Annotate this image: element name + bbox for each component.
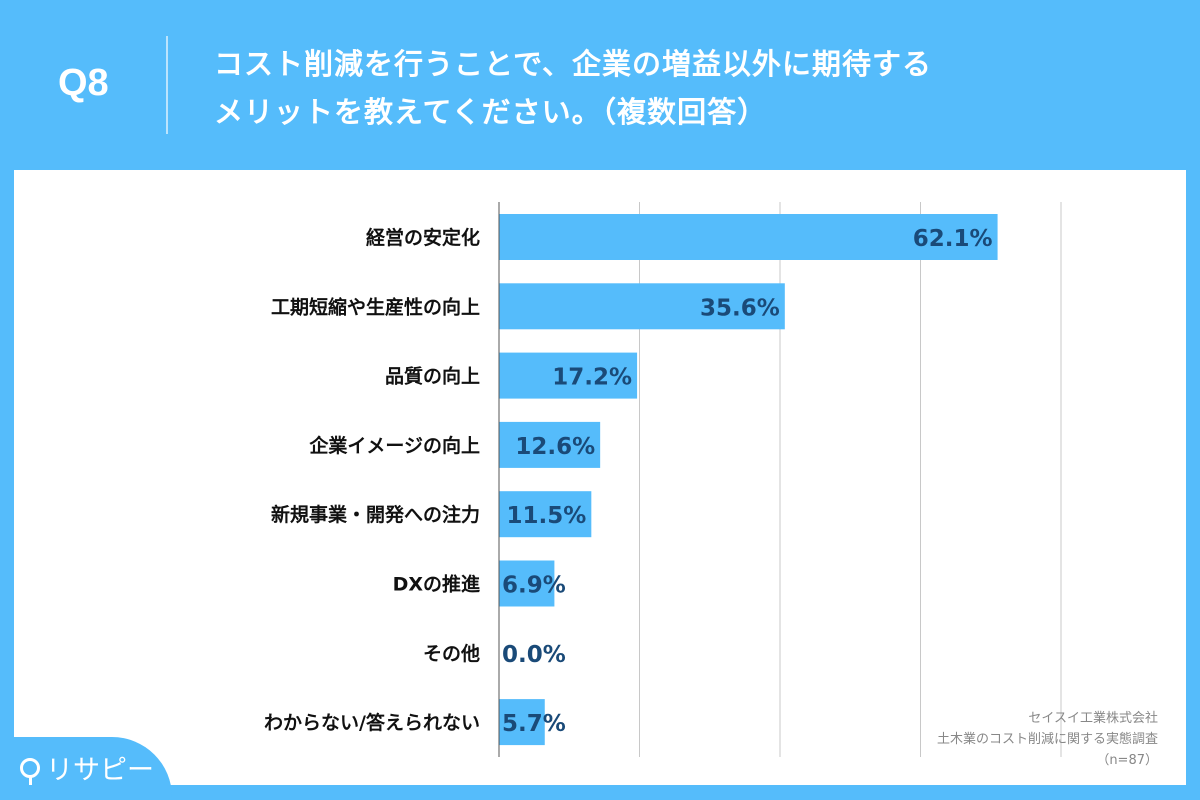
question-title: コスト削減を行うことで、企業の増益以外に期待する メリットを教えてください。（複… bbox=[214, 40, 932, 136]
risapy-logo: リサピー bbox=[20, 748, 154, 787]
bar bbox=[499, 699, 545, 746]
category-label: わからない/答えられない bbox=[264, 711, 480, 734]
title-line-1: コスト削減を行うことで、企業の増益以外に期待する bbox=[214, 47, 932, 81]
value-label: 11.5% bbox=[507, 503, 587, 529]
bar bbox=[499, 560, 555, 607]
source-survey: 土木業のコスト削減に関する実態調査 bbox=[936, 732, 1158, 747]
value-label: 6.9% bbox=[502, 573, 566, 599]
pin-icon bbox=[20, 757, 40, 785]
value-label: 12.6% bbox=[515, 434, 595, 460]
logo-text: リサピー bbox=[46, 755, 154, 786]
value-label: 62.1% bbox=[913, 226, 993, 252]
title-line-2: メリットを教えてください。（複数回答） bbox=[214, 95, 768, 129]
bar bbox=[499, 214, 998, 260]
question-number: Q8 bbox=[58, 62, 109, 104]
category-label: 経営の安定化 bbox=[366, 226, 480, 249]
value-label: 0.0% bbox=[502, 642, 566, 668]
sample-size: （n=87） bbox=[1096, 753, 1158, 768]
category-label: 品質の向上 bbox=[385, 365, 480, 388]
source-company: セイスイ工業株式会社 bbox=[1028, 711, 1158, 726]
category-label: その他 bbox=[423, 642, 480, 665]
bar bbox=[499, 491, 592, 538]
chart-panel bbox=[14, 170, 1186, 785]
category-label: DXの推進 bbox=[393, 573, 480, 596]
category-label: 新規事業・開発への注力 bbox=[271, 503, 480, 526]
value-label: 5.7% bbox=[502, 711, 566, 737]
source-note: セイスイ工業株式会社 土木業のコスト削減に関する実態調査 （n=87） bbox=[937, 708, 1158, 771]
bar bbox=[499, 352, 638, 399]
bar bbox=[499, 283, 785, 330]
category-label: 企業イメージの向上 bbox=[308, 434, 480, 457]
category-label: 工期短縮や生産性の向上 bbox=[271, 295, 480, 318]
value-label: 17.2% bbox=[552, 365, 632, 391]
bar bbox=[499, 421, 601, 468]
header-divider bbox=[166, 36, 168, 134]
value-label: 35.6% bbox=[700, 295, 780, 321]
